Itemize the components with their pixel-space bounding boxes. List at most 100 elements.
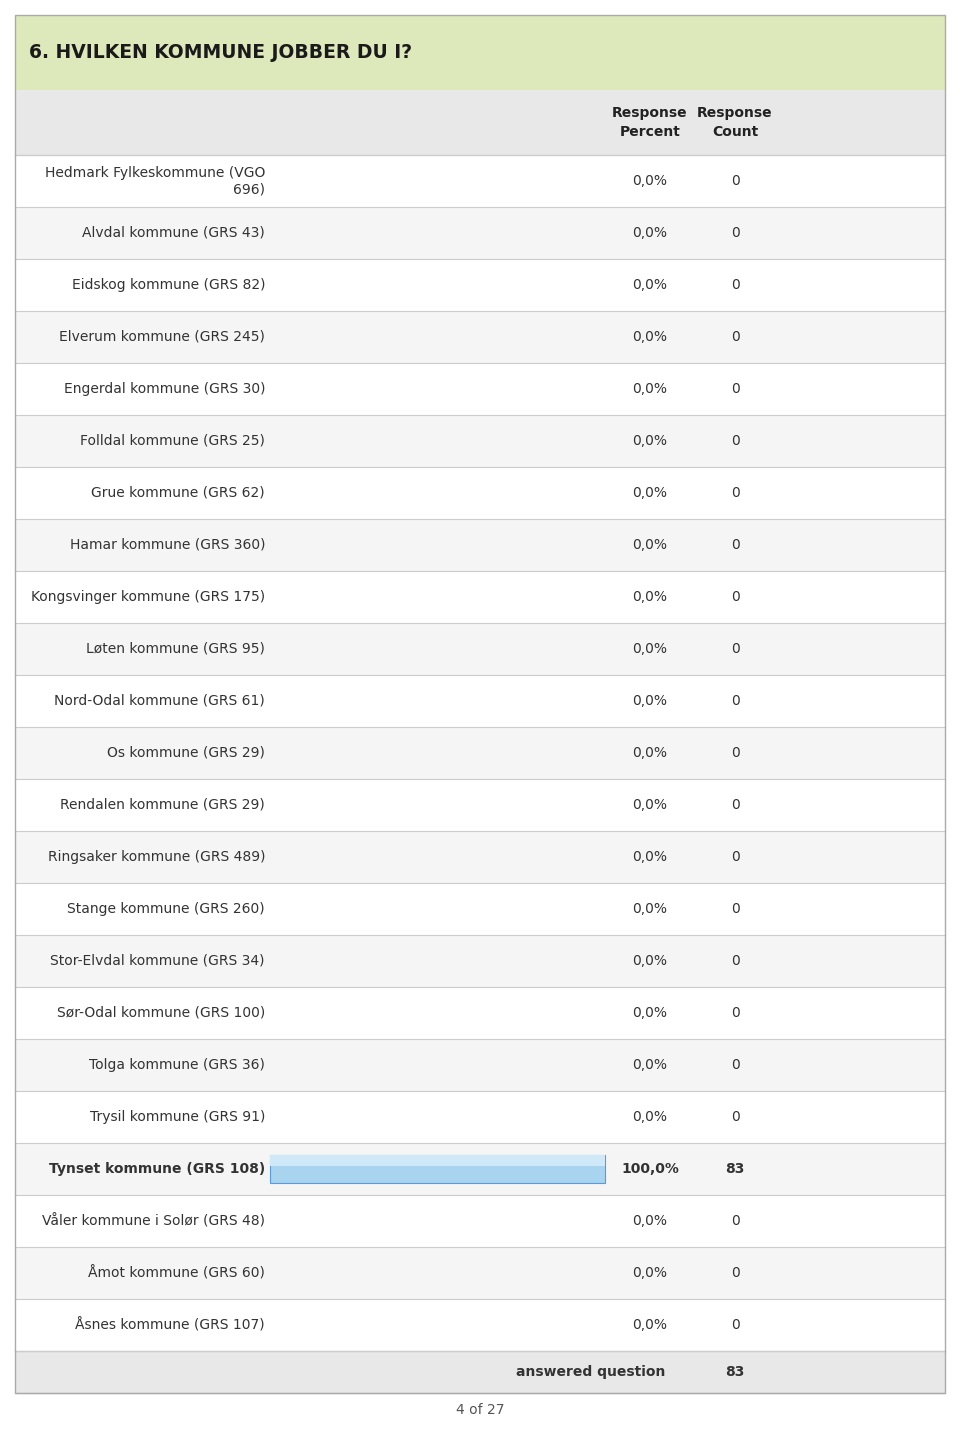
Text: 0,0%: 0,0% — [633, 1006, 667, 1020]
Text: 0,0%: 0,0% — [633, 538, 667, 553]
Text: 0,0%: 0,0% — [633, 694, 667, 709]
Text: 0: 0 — [731, 954, 739, 968]
Text: Tynset kommune (GRS 108): Tynset kommune (GRS 108) — [49, 1162, 265, 1176]
Text: 0: 0 — [731, 642, 739, 657]
Bar — [15, 468, 945, 519]
Text: 0,0%: 0,0% — [633, 1058, 667, 1072]
Text: 0: 0 — [731, 1266, 739, 1280]
Bar — [15, 206, 945, 258]
Text: Åmot kommune (GRS 60): Åmot kommune (GRS 60) — [88, 1266, 265, 1280]
Text: 0: 0 — [731, 902, 739, 916]
Bar — [15, 1351, 945, 1392]
Text: 0: 0 — [731, 227, 739, 240]
Text: 0,0%: 0,0% — [633, 434, 667, 447]
Bar — [15, 364, 945, 416]
Bar — [15, 727, 945, 779]
Bar — [15, 1195, 945, 1247]
Text: 83: 83 — [726, 1365, 745, 1380]
Text: 83: 83 — [726, 1162, 745, 1176]
Text: Stor-Elvdal kommune (GRS 34): Stor-Elvdal kommune (GRS 34) — [51, 954, 265, 968]
Text: Trysil kommune (GRS 91): Trysil kommune (GRS 91) — [89, 1110, 265, 1124]
Text: 0,0%: 0,0% — [633, 590, 667, 605]
Text: Engerdal kommune (GRS 30): Engerdal kommune (GRS 30) — [63, 382, 265, 395]
Text: 0: 0 — [731, 1317, 739, 1332]
Text: 4 of 27: 4 of 27 — [456, 1404, 504, 1417]
Text: 0,0%: 0,0% — [633, 278, 667, 291]
Text: Ringsaker kommune (GRS 489): Ringsaker kommune (GRS 489) — [47, 850, 265, 864]
Bar — [15, 935, 945, 987]
Text: 0,0%: 0,0% — [633, 330, 667, 343]
Text: 0: 0 — [731, 746, 739, 760]
Bar — [15, 571, 945, 623]
Bar — [15, 1039, 945, 1091]
Bar — [270, 1156, 605, 1182]
Text: 6. HVILKEN KOMMUNE JOBBER DU I?: 6. HVILKEN KOMMUNE JOBBER DU I? — [29, 43, 412, 62]
Text: 0: 0 — [731, 278, 739, 291]
Bar — [15, 831, 945, 883]
Text: Kongsvinger kommune (GRS 175): Kongsvinger kommune (GRS 175) — [31, 590, 265, 605]
Text: Stange kommune (GRS 260): Stange kommune (GRS 260) — [67, 902, 265, 916]
Text: Tolga kommune (GRS 36): Tolga kommune (GRS 36) — [89, 1058, 265, 1072]
Text: Elverum kommune (GRS 245): Elverum kommune (GRS 245) — [60, 330, 265, 343]
Text: 100,0%: 100,0% — [621, 1162, 679, 1176]
Text: 0: 0 — [731, 798, 739, 812]
Text: Folldal kommune (GRS 25): Folldal kommune (GRS 25) — [80, 434, 265, 447]
Bar — [15, 258, 945, 312]
Text: 0,0%: 0,0% — [633, 227, 667, 240]
Text: 0,0%: 0,0% — [633, 382, 667, 395]
Text: Rendalen kommune (GRS 29): Rendalen kommune (GRS 29) — [60, 798, 265, 812]
Text: 0: 0 — [731, 486, 739, 501]
Bar — [15, 1247, 945, 1299]
Text: 0,0%: 0,0% — [633, 850, 667, 864]
Text: Response
Percent: Response Percent — [612, 107, 687, 139]
Text: 0: 0 — [731, 330, 739, 343]
Text: Hamar kommune (GRS 360): Hamar kommune (GRS 360) — [69, 538, 265, 553]
Text: answered question: answered question — [516, 1365, 665, 1380]
Bar — [15, 1143, 945, 1195]
Bar — [270, 1156, 605, 1166]
Text: Hedmark Fylkeskommune (VGO
696): Hedmark Fylkeskommune (VGO 696) — [44, 166, 265, 196]
Bar — [15, 1299, 945, 1351]
Bar — [15, 154, 945, 206]
Text: 0,0%: 0,0% — [633, 175, 667, 188]
Bar — [15, 987, 945, 1039]
Text: Response
Count: Response Count — [697, 107, 773, 139]
Bar — [15, 779, 945, 831]
Bar — [15, 14, 945, 89]
Text: 0,0%: 0,0% — [633, 642, 667, 657]
Text: 0: 0 — [731, 590, 739, 605]
Text: Sør-Odal kommune (GRS 100): Sør-Odal kommune (GRS 100) — [57, 1006, 265, 1020]
Text: Våler kommune i Solør (GRS 48): Våler kommune i Solør (GRS 48) — [42, 1214, 265, 1228]
Text: Åsnes kommune (GRS 107): Åsnes kommune (GRS 107) — [76, 1317, 265, 1332]
Text: Grue kommune (GRS 62): Grue kommune (GRS 62) — [91, 486, 265, 501]
Text: 0,0%: 0,0% — [633, 1317, 667, 1332]
Bar — [15, 519, 945, 571]
Bar — [15, 623, 945, 675]
Text: 0,0%: 0,0% — [633, 1110, 667, 1124]
Text: 0,0%: 0,0% — [633, 798, 667, 812]
Text: Alvdal kommune (GRS 43): Alvdal kommune (GRS 43) — [83, 227, 265, 240]
Text: 0,0%: 0,0% — [633, 1266, 667, 1280]
Text: 0,0%: 0,0% — [633, 954, 667, 968]
Text: 0: 0 — [731, 1058, 739, 1072]
Text: 0: 0 — [731, 1006, 739, 1020]
Text: 0: 0 — [731, 850, 739, 864]
Text: 0,0%: 0,0% — [633, 486, 667, 501]
Text: 0,0%: 0,0% — [633, 746, 667, 760]
Bar — [15, 675, 945, 727]
Text: 0,0%: 0,0% — [633, 1214, 667, 1228]
Text: 0: 0 — [731, 382, 739, 395]
Bar — [15, 1091, 945, 1143]
Text: 0: 0 — [731, 694, 739, 709]
Text: 0: 0 — [731, 434, 739, 447]
Text: 0,0%: 0,0% — [633, 902, 667, 916]
Text: Løten kommune (GRS 95): Løten kommune (GRS 95) — [86, 642, 265, 657]
Bar — [15, 883, 945, 935]
Text: 0: 0 — [731, 1110, 739, 1124]
Text: Nord-Odal kommune (GRS 61): Nord-Odal kommune (GRS 61) — [55, 694, 265, 709]
Text: 0: 0 — [731, 538, 739, 553]
Bar — [15, 416, 945, 468]
Bar — [15, 312, 945, 364]
Text: Os kommune (GRS 29): Os kommune (GRS 29) — [108, 746, 265, 760]
Text: Eidskog kommune (GRS 82): Eidskog kommune (GRS 82) — [71, 278, 265, 291]
